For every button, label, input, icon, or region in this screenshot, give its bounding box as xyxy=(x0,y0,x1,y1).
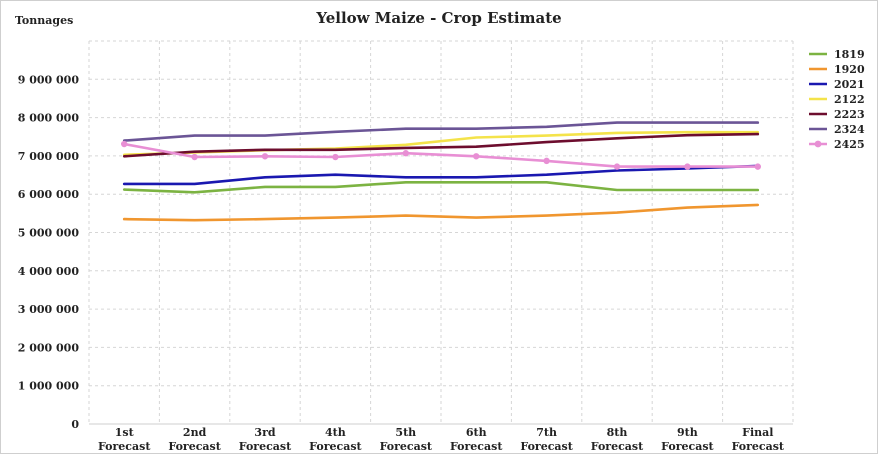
x-tick-label: 9th Forecast xyxy=(661,426,714,453)
chart-title: Yellow Maize - Crop Estimate xyxy=(315,9,561,27)
legend-label-1819: 1819 xyxy=(834,48,865,61)
data-point-2425 xyxy=(402,150,409,157)
x-tick-label: 1st Forecast xyxy=(98,426,151,453)
legend-label-2425: 2425 xyxy=(834,138,865,151)
y-axis-ticks: 0 1 000 000 2 000 000 3 000 000 4 000 000 5 0… xyxy=(18,73,80,431)
x-tick-label: 5th Forecast xyxy=(380,426,433,453)
data-point-2425 xyxy=(543,157,550,165)
y-tick-label: 4 000 000 xyxy=(18,265,80,278)
x-tick-label: 7th Forecast xyxy=(520,426,573,453)
series-line-2021 xyxy=(122,164,760,186)
y-tick-label: 5 000 000 xyxy=(18,227,80,240)
data-point-2425 xyxy=(332,153,339,161)
series-line-2223 xyxy=(122,132,760,158)
y-tick-label: 3 000 000 xyxy=(18,303,80,316)
legend-label-2324: 2324 xyxy=(834,123,865,136)
y-tick-label: 8 000 000 xyxy=(18,112,80,125)
y-axis-label: Tonnages xyxy=(15,14,73,27)
x-axis-ticks: 1st Forecast 2nd Forecast 3rd Forecast 4th Fore… xyxy=(98,426,785,453)
data-point-2425 xyxy=(473,153,480,160)
legend-label-2223: 2223 xyxy=(834,108,865,121)
series-lines xyxy=(121,121,761,222)
y-tick-label: 2 000 000 xyxy=(18,341,80,354)
series-line-1819 xyxy=(122,181,760,194)
series-line-2324 xyxy=(122,121,760,142)
y-tick-label: 1 000 000 xyxy=(18,380,80,393)
y-tick-label: 7 000 000 xyxy=(18,150,80,163)
y-tick-label: 9 000 000 xyxy=(18,73,80,86)
data-point-2425 xyxy=(261,153,269,160)
x-tick-label: 6th Forecast xyxy=(450,426,503,453)
x-tick-label: 2nd Forecast xyxy=(168,426,221,453)
x-tick-label: Final Forecast xyxy=(732,426,785,453)
legend: 1819 1920 2021 2122 2223 2324 2425 xyxy=(809,48,865,151)
x-tick-label: 4th Forecast xyxy=(309,426,362,453)
grid xyxy=(88,40,794,425)
legend-label-1920: 1920 xyxy=(834,63,865,76)
data-point-2425 xyxy=(754,163,761,170)
x-tick-label: 3rd Forecast xyxy=(239,426,292,453)
data-point-2425 xyxy=(613,163,621,170)
legend-label-2021: 2021 xyxy=(834,78,865,91)
data-point-2425 xyxy=(191,153,198,161)
data-point-2425 xyxy=(121,140,128,148)
legend-marker-2425 xyxy=(814,140,822,148)
data-point-2425 xyxy=(684,163,691,170)
y-tick-label: 6 000 000 xyxy=(18,188,80,201)
series-line-2425 xyxy=(122,142,760,168)
legend-label-2122: 2122 xyxy=(834,93,865,106)
y-tick-label: 0 xyxy=(71,418,79,431)
series-line-1920 xyxy=(122,203,760,222)
x-tick-label: 8th Forecast xyxy=(591,426,644,453)
